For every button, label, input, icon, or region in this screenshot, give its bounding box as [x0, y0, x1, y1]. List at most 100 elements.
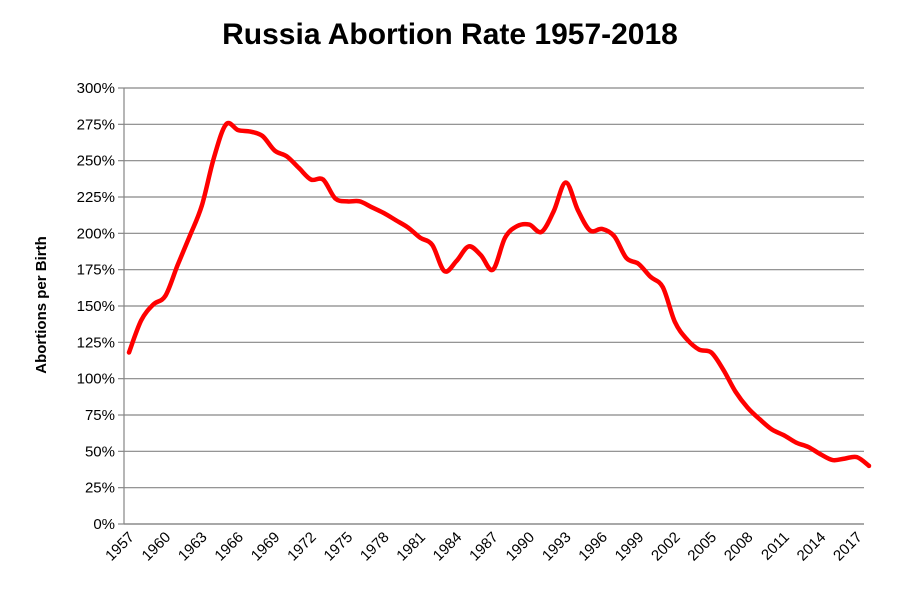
data-point	[636, 261, 641, 266]
y-tick-label: 150%	[77, 298, 115, 315]
data-point	[709, 350, 714, 355]
data-point	[757, 417, 762, 422]
x-tick-label: 1972	[284, 529, 320, 565]
data-point	[672, 319, 677, 324]
data-point	[199, 203, 204, 208]
data-point	[624, 256, 629, 261]
data-point	[139, 318, 144, 323]
data-point	[587, 228, 592, 233]
data-point	[867, 463, 871, 468]
series-group	[126, 120, 872, 469]
x-tick-label: 2011	[758, 529, 793, 564]
data-point	[830, 458, 835, 463]
data-point	[782, 433, 787, 438]
data-point	[333, 196, 338, 201]
data-point	[248, 129, 253, 134]
data-point	[733, 389, 738, 394]
data-point	[503, 235, 508, 240]
data-point	[842, 456, 847, 461]
x-tick-labels: 1957 1960 1963 1966 1969 1972 1975 1978 1981 1984…	[102, 529, 865, 565]
data-point	[187, 234, 192, 239]
data-point	[224, 122, 229, 127]
x-tick-label: 2008	[721, 529, 757, 565]
data-point	[515, 224, 520, 229]
data-point	[211, 155, 216, 160]
data-point	[345, 199, 350, 204]
x-tick-label: 1990	[503, 529, 539, 565]
y-tick-label: 200%	[77, 225, 115, 242]
data-point	[721, 367, 726, 372]
x-tick-label: 1978	[357, 529, 393, 565]
y-tick-label: 25%	[85, 480, 115, 497]
x-tick-label: 1963	[175, 529, 211, 565]
x-tick-label: 1966	[211, 529, 247, 565]
data-point	[527, 222, 532, 227]
data-point	[648, 274, 653, 279]
data-point	[539, 229, 544, 234]
y-tick-label: 250%	[77, 153, 115, 170]
x-tick-label: 1984	[430, 529, 466, 565]
data-point	[563, 180, 568, 185]
data-point	[442, 269, 447, 274]
data-point	[854, 455, 859, 460]
data-point	[381, 210, 386, 215]
data-point	[175, 263, 180, 268]
data-point	[308, 177, 313, 182]
data-point	[769, 427, 774, 432]
x-tick-label: 1957	[102, 529, 138, 565]
data-point	[490, 267, 495, 272]
data-point	[260, 133, 265, 138]
x-tick-label: 1999	[612, 529, 648, 565]
data-point	[454, 258, 459, 263]
data-point	[369, 205, 374, 210]
axes	[123, 88, 864, 525]
data-point	[612, 234, 617, 239]
data-point	[794, 440, 799, 445]
y-tick-labels: 0% 25% 50% 75% 100% 125% 150% 175% 200% 225% 250% 2…	[77, 80, 115, 533]
y-tick-label: 225%	[77, 189, 115, 206]
x-tick-label: 1996	[575, 529, 611, 565]
data-point	[406, 225, 411, 230]
data-point	[818, 452, 823, 457]
data-point	[357, 199, 362, 204]
data-point	[466, 244, 471, 249]
data-point	[551, 209, 556, 214]
x-tick-label: 1981	[393, 529, 429, 565]
y-tick-label: 300%	[77, 80, 115, 97]
data-point	[685, 337, 690, 342]
data-point	[600, 226, 605, 231]
data-point	[272, 148, 277, 153]
y-tick-label: 100%	[77, 371, 115, 388]
y-tick-label: 0%	[93, 516, 115, 533]
data-point	[236, 128, 241, 133]
data-point	[660, 285, 665, 290]
data-point	[697, 347, 702, 352]
x-tick-label: 1969	[248, 529, 284, 565]
y-axis-title: Abortions per Birth	[33, 236, 50, 374]
y-tick-label: 75%	[85, 407, 115, 424]
x-tick-label: 2002	[648, 529, 684, 565]
data-point	[151, 302, 156, 307]
chart-title: Russia Abortion Rate 1957-2018	[222, 18, 678, 51]
y-tick-label: 175%	[77, 262, 115, 279]
data-point	[806, 444, 811, 449]
data-point	[418, 235, 423, 240]
data-point	[296, 165, 301, 170]
x-tick-label: 1993	[539, 529, 575, 565]
data-point	[393, 218, 398, 223]
x-tick-label: 2017	[830, 529, 866, 565]
data-point	[321, 177, 326, 182]
x-tick-label: 1987	[466, 529, 502, 565]
data-point	[575, 208, 580, 213]
data-point	[478, 253, 483, 258]
x-tick-label: 2014	[794, 529, 830, 565]
x-tick-label: 1960	[139, 529, 175, 565]
data-point	[430, 242, 435, 247]
data-point	[284, 154, 289, 159]
y-tick-label: 275%	[77, 116, 115, 133]
x-tick-label: 2005	[685, 529, 721, 565]
x-tick-label: 1975	[321, 529, 357, 565]
gridlines	[118, 87, 864, 525]
data-point	[127, 350, 131, 355]
